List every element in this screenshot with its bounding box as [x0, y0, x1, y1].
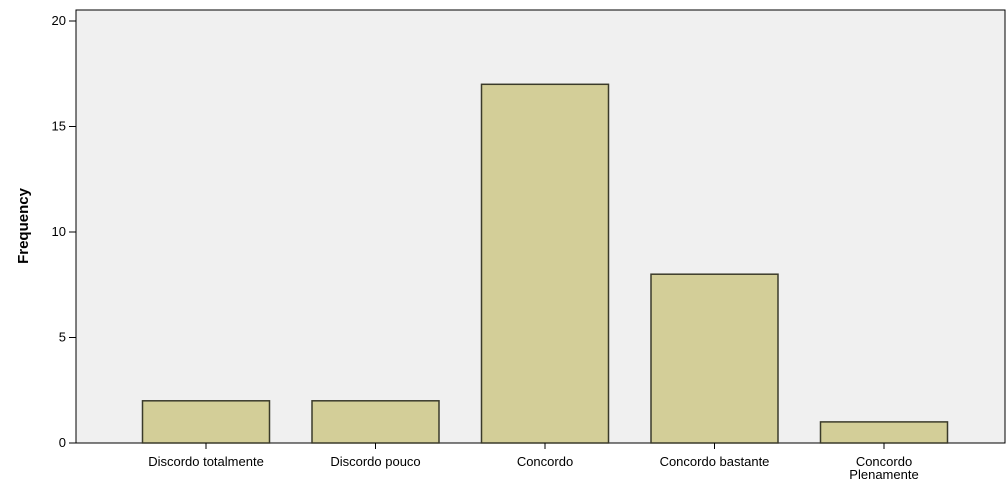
x-category-label: Concordo Plenamente [849, 454, 918, 482]
bar [480, 83, 610, 444]
x-category-label: Discordo totalmente [148, 454, 264, 469]
bar [141, 400, 271, 444]
bars-group [141, 83, 949, 444]
bar [311, 400, 440, 444]
x-category-label: Discordo pouco [330, 454, 420, 469]
x-category-label: Concordo [517, 454, 573, 469]
bar [650, 273, 779, 444]
y-tick-label: 15 [52, 119, 66, 134]
x-axis: Discordo totalmente Discordo pouco Concord… [148, 443, 919, 482]
y-tick-label: 10 [52, 224, 66, 239]
y-axis-label: Frequency [15, 187, 32, 264]
bar [819, 421, 949, 444]
y-tick-label: 5 [59, 330, 66, 345]
y-tick-label: 0 [59, 435, 66, 450]
y-tick-label: 20 [52, 13, 66, 28]
y-axis: 0 5 10 15 20 [52, 13, 76, 450]
x-category-label: Concordo bastante [660, 454, 770, 469]
